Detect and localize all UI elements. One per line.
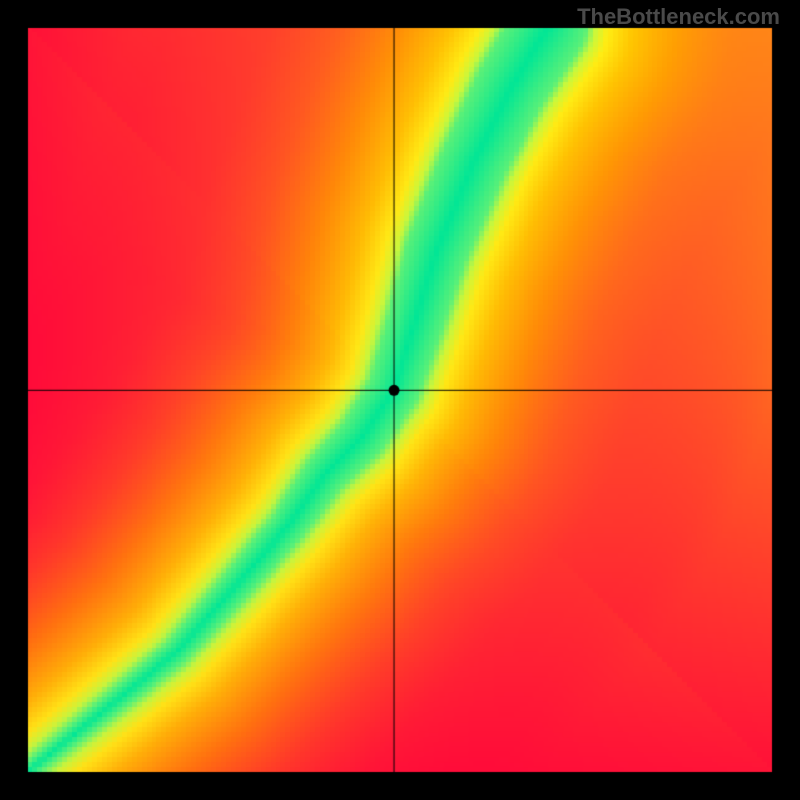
heatmap-canvas (0, 0, 800, 800)
chart-container: TheBottleneck.com (0, 0, 800, 800)
watermark-text: TheBottleneck.com (577, 4, 780, 30)
